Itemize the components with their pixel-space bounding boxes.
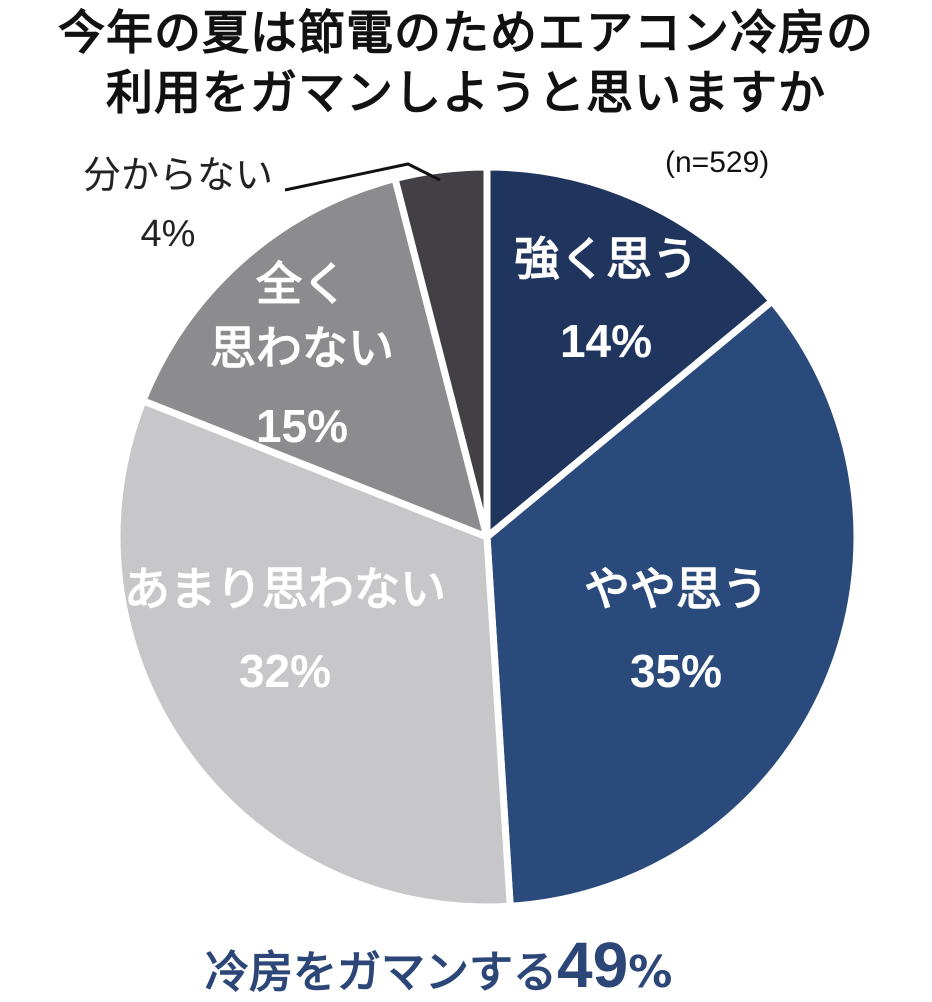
sample-size-label: (n=529) (665, 146, 770, 179)
pie-slice-1 (483, 163, 776, 541)
pie-slice-2 (483, 297, 861, 910)
slice-label-1: 強く思う (514, 232, 698, 286)
slice-value-3: 32% (239, 645, 331, 697)
leader-line-5 (284, 162, 441, 192)
slice-value-2: 35% (630, 645, 722, 697)
slice-value-5: 4% (141, 213, 196, 255)
pie-slice-3 (113, 397, 514, 911)
summary-label: 冷房をガマンする49% (205, 928, 672, 1002)
slice-value-1: 14% (560, 315, 652, 367)
slice-label-2: やや思う (584, 562, 768, 616)
slice-label-5: 分からない (83, 153, 273, 197)
chart-title-line-1: 今年の夏は節電のためエアコン冷房の (58, 6, 874, 61)
slice-label-3: あまり思わない (124, 562, 446, 616)
summary-value: 49 (557, 929, 629, 1001)
slice-value-4: 15% (256, 400, 348, 452)
summary-text: 冷房をガマンする (205, 947, 557, 998)
summary-unit: % (628, 947, 673, 998)
chart-title-line-2: 利用をガマンしようと思いますか (106, 66, 826, 121)
pie-slice-4 (139, 175, 491, 541)
slice-label-4-line-2: 思わない (210, 321, 394, 375)
slice-label-4-line-1: 全く (255, 257, 348, 311)
pie-slice-5 (391, 163, 491, 541)
